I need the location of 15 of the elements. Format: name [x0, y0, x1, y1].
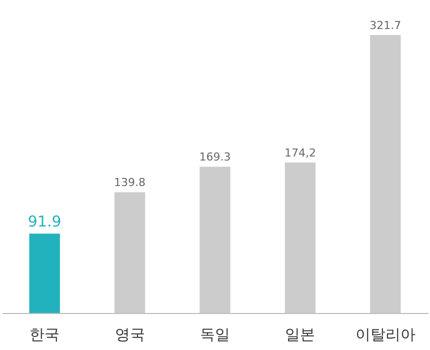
- bar: [29, 234, 60, 313]
- data-label: 169.3: [199, 150, 231, 164]
- bar: [370, 35, 401, 313]
- data-label: 91.9: [28, 212, 62, 231]
- bar: [284, 162, 316, 313]
- x-tick-label: 한국: [30, 326, 60, 344]
- data-label: 139.8: [114, 176, 146, 190]
- x-tick-label: 영국: [114, 326, 145, 344]
- bar: [200, 166, 230, 313]
- data-label: 174,2: [284, 146, 316, 160]
- data-label: 321.7: [370, 19, 402, 32]
- x-tick-label: 일본: [285, 326, 316, 344]
- bar: [114, 192, 146, 313]
- x-tick-label: 이탈리아: [355, 326, 416, 344]
- x-tick-label: 독일: [200, 326, 230, 344]
